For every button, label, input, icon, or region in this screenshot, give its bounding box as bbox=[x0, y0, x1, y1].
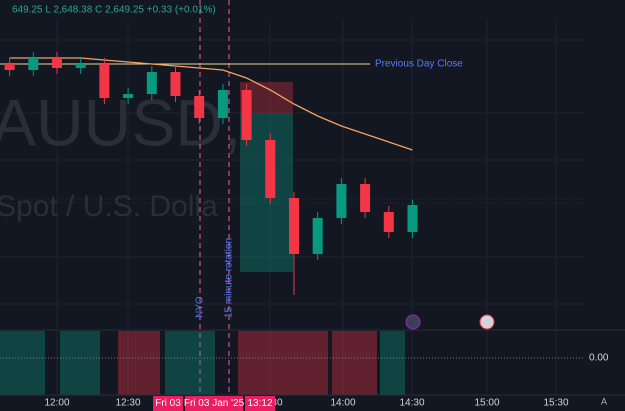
candle-body bbox=[383, 212, 394, 232]
candle-body bbox=[407, 205, 418, 232]
time-label: 14:00 bbox=[330, 398, 355, 409]
candle-body bbox=[336, 184, 347, 218]
candle-body bbox=[123, 94, 134, 98]
time-label: 12:00 bbox=[44, 398, 69, 409]
rotation-label: 15 minute rotation bbox=[224, 238, 235, 318]
time-highlight-bg bbox=[185, 396, 243, 411]
watermark-symbol: AUUSD, bbox=[0, 85, 241, 159]
candle-body bbox=[170, 72, 181, 96]
indicator-shading bbox=[0, 331, 405, 395]
candle-body bbox=[312, 218, 323, 254]
time-highlight: Fri 03 bbox=[155, 398, 181, 409]
auto-scale[interactable]: A bbox=[601, 396, 607, 406]
candle-body bbox=[289, 198, 299, 254]
price-pane: Previous Day Close bbox=[0, 52, 463, 295]
time-highlight-bg bbox=[245, 396, 275, 411]
candle-body bbox=[265, 140, 276, 198]
time-label: 12:30 bbox=[115, 398, 140, 409]
zero-label: 0.00 bbox=[589, 353, 609, 364]
event-icon[interactable] bbox=[479, 314, 495, 330]
candle-body bbox=[99, 64, 110, 98]
time-highlight: 13:12 bbox=[247, 398, 272, 409]
time-highlight: Fri 03 Jan '25 bbox=[184, 398, 245, 409]
candle-body bbox=[194, 96, 205, 118]
nyo-label: NYO bbox=[195, 296, 206, 318]
candle-body bbox=[217, 90, 228, 118]
time-label: 15:30 bbox=[543, 398, 568, 409]
watermark-description: Spot / U.S. Dolla bbox=[0, 190, 218, 223]
candle-body bbox=[241, 90, 252, 140]
ohlc-header: 649.25 L 2,648.38 C 2,649.25 +0.33 (+0.0… bbox=[12, 5, 216, 16]
moving-average bbox=[9, 57, 413, 151]
candle-body bbox=[4, 64, 15, 70]
time-highlight-bg bbox=[153, 396, 183, 411]
event-icon[interactable] bbox=[405, 314, 421, 330]
candle-body bbox=[52, 58, 62, 68]
time-label: 14:30 bbox=[399, 398, 424, 409]
session-lines bbox=[199, 0, 230, 395]
candle-body bbox=[75, 64, 86, 68]
previous-day-close-label: Previous Day Close bbox=[375, 59, 463, 70]
time-label: 15:00 bbox=[474, 398, 499, 409]
candle-body bbox=[28, 58, 39, 70]
candle-body bbox=[360, 184, 371, 212]
candle-body bbox=[146, 72, 157, 94]
